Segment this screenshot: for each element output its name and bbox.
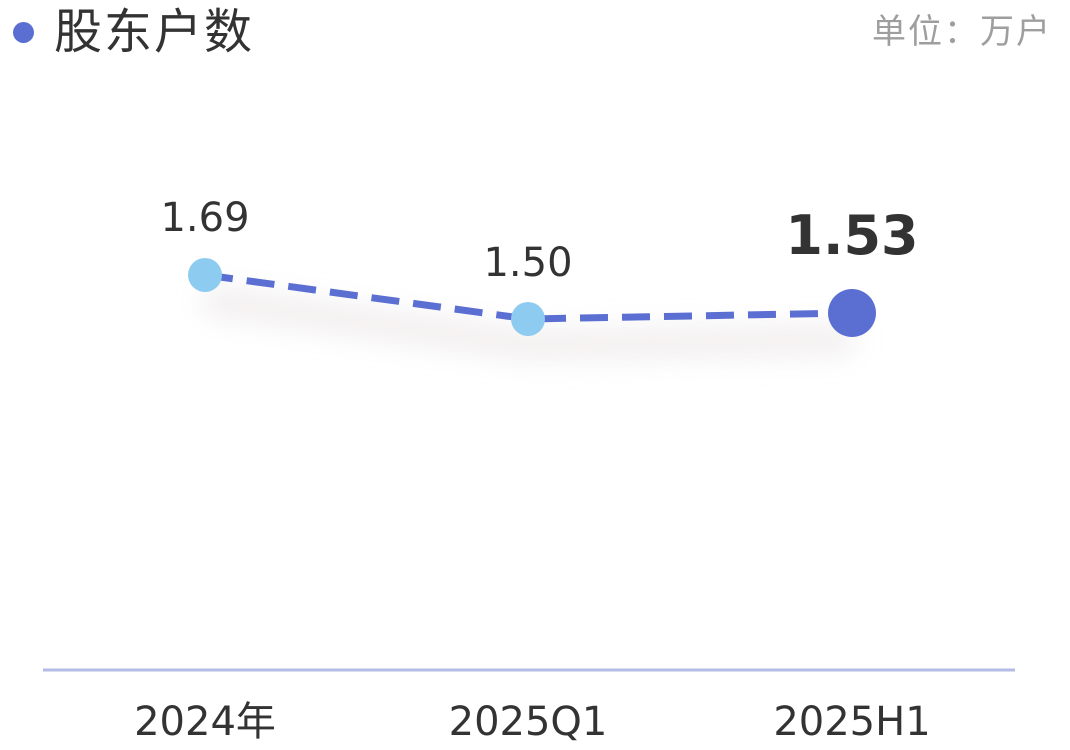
x-tick-2024: 2024年 <box>134 699 276 745</box>
data-point-2025h1-highlight[interactable] <box>828 289 876 337</box>
title-bullet-icon <box>13 22 34 43</box>
line-shadow <box>203 287 853 359</box>
data-label-2025h1: 1.53 <box>785 204 919 267</box>
chart-title: 股东户数 <box>54 4 255 60</box>
data-point-2024[interactable] <box>188 258 222 292</box>
data-label-2024: 1.69 <box>160 195 250 241</box>
x-tick-2025h1: 2025H1 <box>773 699 931 745</box>
data-label-2025q1: 1.50 <box>483 240 573 286</box>
x-tick-2025q1: 2025Q1 <box>448 699 608 745</box>
unit-label: 单位：万户 <box>872 12 1052 52</box>
series-line <box>204 271 853 323</box>
data-point-2025q1[interactable] <box>511 302 545 336</box>
